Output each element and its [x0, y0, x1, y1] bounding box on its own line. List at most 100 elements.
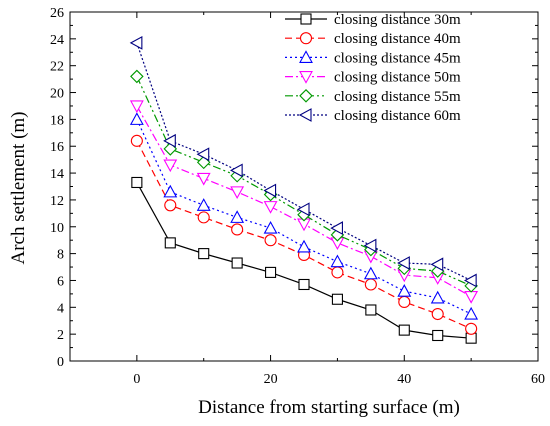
y-tick-label: 26	[50, 6, 64, 21]
data-point	[465, 322, 478, 335]
data-point	[231, 223, 244, 236]
data-point	[431, 307, 444, 321]
data-point	[163, 159, 178, 173]
data-point	[397, 256, 410, 270]
data-point	[296, 202, 310, 217]
series-line	[136, 105, 472, 298]
data-point	[464, 306, 479, 320]
legend-label: closing distance 40m	[334, 31, 461, 47]
legend-marker	[299, 89, 313, 103]
data-point	[364, 278, 377, 291]
legend-label: closing distance 55m	[334, 89, 461, 105]
data-point	[130, 69, 144, 84]
data-point	[230, 210, 245, 223]
y-tick-label: 14	[50, 167, 64, 182]
y-tick-label: 2	[57, 328, 64, 343]
data-point	[330, 254, 345, 268]
y-tick-label: 16	[50, 140, 64, 155]
series-3	[129, 112, 479, 320]
x-axis-title: Distance from starting surface (m)	[198, 397, 460, 418]
data-point	[196, 147, 210, 162]
data-point	[365, 304, 377, 316]
y-tick-label: 6	[57, 274, 64, 289]
data-point	[196, 198, 211, 211]
data-point	[163, 133, 176, 148]
legend-label: closing distance 45m	[334, 50, 461, 66]
legend-item: closing distance 30m	[285, 12, 461, 28]
data-point	[197, 211, 210, 224]
series-line	[136, 119, 472, 315]
y-tick-label: 18	[50, 113, 64, 128]
data-point	[263, 201, 278, 214]
y-tick-label: 0	[57, 355, 64, 370]
data-point	[432, 329, 444, 342]
data-point	[430, 290, 445, 304]
legend-marker	[299, 32, 313, 45]
legend-item: closing distance 60m	[285, 108, 461, 124]
data-point	[398, 324, 410, 336]
data-point	[363, 266, 378, 280]
legend-item: closing distance 55m	[285, 89, 461, 105]
data-point	[130, 134, 143, 147]
y-tick-label: 10	[50, 221, 64, 236]
series-4	[129, 100, 479, 304]
data-point	[297, 239, 311, 253]
legend-item: closing distance 45m	[285, 50, 461, 66]
data-point	[331, 266, 344, 279]
data-point	[231, 257, 243, 269]
series-group	[129, 35, 479, 344]
data-point	[164, 199, 177, 212]
data-point	[230, 186, 245, 200]
series-1	[131, 176, 477, 344]
legend-marker	[299, 50, 313, 63]
y-axis-title: Arch settlement (m)	[8, 111, 29, 264]
data-point	[131, 176, 143, 189]
x-tick-label: 60	[531, 372, 545, 387]
x-tick-label: 20	[264, 372, 278, 387]
data-point	[129, 100, 144, 114]
data-point	[398, 295, 411, 308]
legend-marker	[299, 71, 313, 84]
y-tick-label: 8	[57, 248, 64, 263]
data-point	[163, 184, 178, 198]
legend-item: closing distance 40m	[285, 31, 461, 47]
data-point	[164, 237, 176, 249]
series-2	[130, 134, 478, 335]
data-point	[263, 183, 277, 198]
legend: closing distance 30m closing distance 40m…	[285, 12, 461, 124]
x-tick-label: 40	[397, 372, 411, 387]
data-point	[463, 273, 477, 288]
data-point	[397, 284, 412, 297]
legend-label: closing distance 50m	[334, 70, 461, 86]
data-point	[129, 112, 144, 125]
legend-marker	[300, 13, 312, 25]
y-tick-label: 24	[50, 33, 64, 48]
data-point	[464, 291, 479, 304]
series-6	[129, 35, 477, 288]
data-point	[331, 293, 343, 305]
data-point	[363, 238, 377, 253]
legend-marker	[298, 108, 312, 122]
data-point	[196, 172, 211, 186]
series-line	[136, 140, 472, 330]
data-point	[265, 266, 277, 278]
y-tick-label: 12	[50, 194, 64, 209]
data-point	[229, 163, 243, 178]
y-tick-label: 22	[50, 60, 64, 75]
data-point	[129, 35, 143, 50]
legend-label: closing distance 30m	[334, 12, 461, 28]
y-tick-label: 20	[50, 87, 64, 102]
data-point	[198, 248, 210, 260]
data-point	[263, 220, 278, 234]
y-tick-label: 4	[57, 301, 64, 316]
legend-label: closing distance 60m	[334, 108, 461, 124]
data-point	[330, 221, 343, 236]
data-point	[430, 257, 444, 272]
data-point	[298, 278, 310, 291]
data-point	[264, 234, 277, 247]
x-tick-label: 0	[133, 372, 140, 387]
legend-item: closing distance 50m	[285, 70, 461, 86]
